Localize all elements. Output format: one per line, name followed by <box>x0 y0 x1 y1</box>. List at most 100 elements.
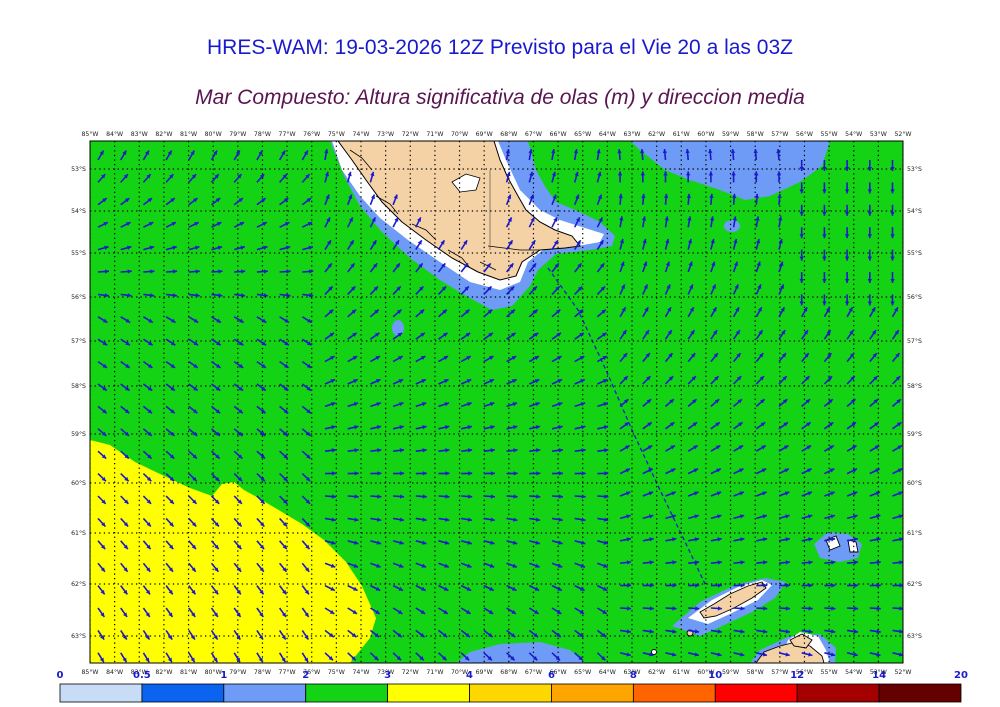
wave-direction-arrow <box>97 428 107 437</box>
wave-direction-arrow <box>279 405 289 414</box>
wave-direction-arrow <box>461 471 473 476</box>
wave-direction-arrow <box>120 473 130 482</box>
wave-direction-arrow <box>824 514 836 520</box>
wave-direction-arrow <box>777 193 782 205</box>
wave-direction-arrow <box>438 607 449 615</box>
wave-direction-arrow <box>619 652 631 657</box>
wave-direction-arrow <box>97 338 108 346</box>
wave-direction-arrow <box>665 652 677 657</box>
wave-direction-arrow <box>256 221 268 228</box>
longitude-label: 71°W <box>426 130 443 138</box>
wave-direction-arrow <box>642 238 647 250</box>
wave-direction-arrow <box>324 471 337 476</box>
wave-direction-arrow <box>392 262 401 273</box>
longitude-label: 78°W <box>254 668 271 676</box>
longitude-label: 60°W <box>697 668 714 676</box>
wave-direction-arrow <box>369 262 378 273</box>
wave-direction-arrow <box>528 629 539 638</box>
wave-direction-arrow <box>278 562 288 573</box>
wave-direction-arrow <box>460 309 471 318</box>
colorbar-legend: 0 0.5 1 2 3 4 6 8 10 12 14 20 <box>57 670 968 703</box>
wave-direction-arrow <box>756 537 768 542</box>
wave-direction-arrow <box>844 182 850 194</box>
wave-direction-arrows <box>97 148 903 663</box>
wave-direction-arrow <box>822 204 827 216</box>
wave-direction-arrow <box>233 517 243 528</box>
wave-direction-arrow <box>166 269 178 274</box>
wave-direction-arrow <box>506 471 518 476</box>
wave-direction-arrow <box>846 514 858 520</box>
wave-direction-arrow <box>824 606 836 611</box>
wave-direction-arrow <box>438 517 450 522</box>
wave-direction-arrow <box>97 316 108 324</box>
wave-direction-arrow <box>370 517 382 522</box>
wave-direction-arrow <box>302 293 314 298</box>
wave-direction-arrow <box>778 537 790 542</box>
longitude-label: 65°W <box>574 668 591 676</box>
wave-direction-arrow <box>211 405 221 414</box>
wave-direction-arrow <box>688 629 700 634</box>
longitude-label: 85°W <box>81 130 98 138</box>
colorbar-label: 8 <box>630 670 637 681</box>
longitude-label: 73°W <box>377 130 394 138</box>
wave-direction-arrow <box>574 262 583 273</box>
wave-direction-arrow <box>211 269 223 274</box>
wave-direction-arrow <box>165 540 174 550</box>
land-island <box>789 633 813 649</box>
wave-direction-arrow <box>415 262 424 273</box>
wave-direction-arrow <box>756 629 768 634</box>
wave-direction-arrow <box>642 537 654 542</box>
wave-direction-arrow <box>301 450 311 460</box>
wave-direction-arrow <box>460 584 472 592</box>
wave-direction-arrow <box>483 494 495 499</box>
wave-direction-arrow <box>324 285 334 295</box>
wave-direction-arrow <box>619 491 631 497</box>
wave-direction-arrow <box>437 239 446 251</box>
wave-direction-arrow <box>844 249 850 261</box>
colorbar-label: 10 <box>708 670 722 681</box>
wave-direction-arrow <box>574 584 585 592</box>
wave-direction-arrow <box>392 629 403 638</box>
wave-direction-arrow <box>799 249 804 261</box>
wave-direction-arrow <box>665 444 676 452</box>
wave-direction-arrow <box>233 360 244 369</box>
wave-direction-arrow <box>710 468 722 475</box>
wave-direction-arrow <box>460 378 472 385</box>
wave-direction-arrow <box>324 194 330 206</box>
wave-direction-arrow <box>574 309 584 318</box>
wave-direction-arrow <box>890 227 895 239</box>
wave-direction-arrow <box>778 606 791 611</box>
wave-direction-arrow <box>687 261 693 273</box>
wave-direction-arrow <box>301 360 312 369</box>
longitude-label: 56°W <box>796 130 813 138</box>
wave-direction-arrow <box>279 360 290 369</box>
wave-direction-arrow <box>392 285 402 295</box>
wave-direction-arrow <box>211 197 221 206</box>
wave-direction-arrow <box>165 383 176 392</box>
wave-direction-arrow <box>709 216 715 228</box>
latitude-label: 55°S <box>71 249 86 257</box>
wave-direction-arrow <box>529 425 541 430</box>
wave-direction-arrow <box>846 537 859 542</box>
wave-direction-arrow <box>687 421 698 430</box>
wave-direction-arrow <box>347 471 359 476</box>
wave-direction-arrow <box>551 471 564 476</box>
wave-direction-arrow <box>778 421 789 430</box>
wave-direction-arrow <box>415 402 427 408</box>
wave-direction-arrow <box>688 606 700 611</box>
wave-direction-arrow <box>869 491 881 497</box>
wave-direction-arrow <box>551 194 557 206</box>
wave-direction-arrow <box>415 309 425 318</box>
wave-direction-arrow <box>551 285 561 295</box>
wave-direction-arrow <box>776 148 781 161</box>
wave-direction-arrow <box>438 448 450 453</box>
wave-direction-arrow <box>120 221 131 228</box>
longitude-label: 81°W <box>180 130 197 138</box>
wave-direction-arrow <box>844 294 850 306</box>
wave-direction-arrow <box>867 294 872 306</box>
wave-direction-arrow <box>233 405 244 414</box>
colorbar-label: 1 <box>220 670 227 681</box>
wave-direction-arrow <box>143 245 155 251</box>
colorbar-label: 6 <box>548 670 555 681</box>
wave-direction-arrow <box>822 227 827 239</box>
